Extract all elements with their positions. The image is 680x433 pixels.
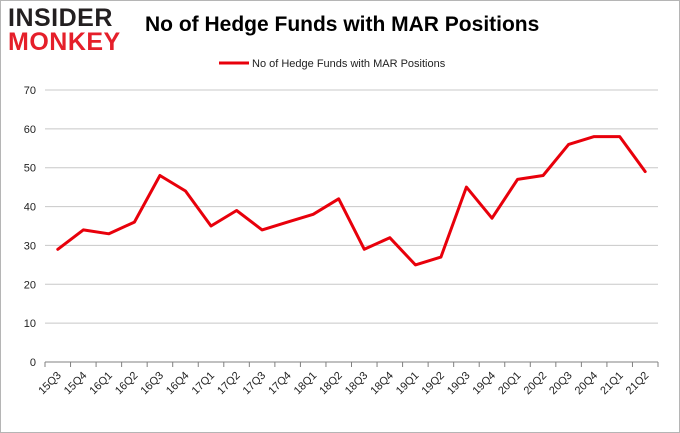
x-tick-label-19Q4: 19Q4 [471, 370, 499, 398]
x-tick-label-18Q3: 18Q3 [343, 370, 371, 398]
y-tick-label-10: 10 [24, 318, 36, 330]
x-tick-label-17Q2: 17Q2 [215, 370, 243, 398]
y-tick-label-70: 70 [24, 85, 36, 97]
x-tick-label-17Q4: 17Q4 [266, 370, 294, 398]
y-tick-label-30: 30 [24, 240, 36, 252]
gridlines [45, 89, 658, 324]
x-tick-label-20Q3: 20Q3 [547, 370, 575, 398]
y-tick-label-40: 40 [24, 202, 36, 214]
x-tick-label-21Q2: 21Q2 [624, 370, 652, 398]
x-tick-label-20Q4: 20Q4 [573, 370, 601, 398]
x-tick-label-16Q1: 16Q1 [87, 370, 115, 398]
logo-line-monkey: MONKEY [8, 28, 121, 56]
x-tick-label-18Q2: 18Q2 [317, 370, 345, 398]
x-tick-label-19Q1: 19Q1 [394, 370, 422, 398]
y-tick-label-50: 50 [24, 163, 36, 175]
x-tick-label-16Q2: 16Q2 [113, 370, 141, 398]
x-tick-label-17Q1: 17Q1 [190, 370, 218, 398]
x-tick-labels: 15Q315Q416Q116Q216Q316Q417Q117Q217Q317Q4… [36, 370, 651, 398]
x-tick-label-18Q1: 18Q1 [292, 370, 320, 398]
chart-title: No of Hedge Funds with MAR Positions [145, 13, 540, 36]
axes [44, 361, 659, 367]
x-tick-label-15Q3: 15Q3 [36, 370, 64, 398]
x-tick-label-20Q1: 20Q1 [496, 370, 524, 398]
y-tick-label-60: 60 [24, 124, 36, 136]
series-lines [56, 135, 647, 267]
logo-line-insider: INSIDER [8, 4, 113, 32]
legend-label: No of Hedge Funds with MAR Positions [252, 58, 446, 70]
x-tick-label-16Q4: 16Q4 [164, 370, 192, 398]
legend: No of Hedge Funds with MAR Positions [219, 58, 446, 70]
x-tick-label-17Q3: 17Q3 [241, 370, 269, 398]
x-tick-label-19Q3: 19Q3 [445, 370, 473, 398]
x-tick-label-16Q3: 16Q3 [139, 370, 167, 398]
series-line-0 [56, 135, 647, 267]
y-tick-label-0: 0 [30, 357, 36, 369]
x-tick-label-21Q1: 21Q1 [598, 370, 626, 398]
y-tick-labels: 0 10 20 30 40 50 60 70 [24, 85, 36, 369]
x-tick-label-15Q4: 15Q4 [62, 370, 90, 398]
x-tick-label-19Q2: 19Q2 [419, 370, 447, 398]
x-tick-label-18Q4: 18Q4 [368, 370, 396, 398]
y-tick-label-20: 20 [24, 279, 36, 291]
x-tick-label-20Q2: 20Q2 [522, 370, 550, 398]
insider-monkey-logo: INSIDER MONKEY [8, 6, 128, 55]
